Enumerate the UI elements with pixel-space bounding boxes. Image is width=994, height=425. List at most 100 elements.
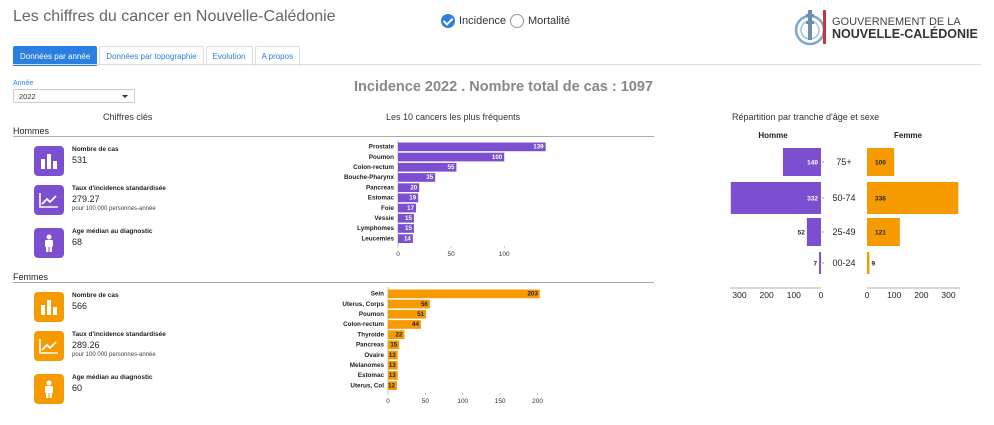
- incidence-label: Incidence: [459, 15, 507, 27]
- women-top10-bar: [388, 360, 398, 370]
- radio-unchecked-icon: [510, 14, 524, 28]
- women-top10-bar: [388, 320, 421, 329]
- men-top10-tick-label: 100: [499, 251, 510, 258]
- women-age-card: Age médian au diagnostic 60: [34, 374, 153, 404]
- logo-text: GOUVERNEMENT DE LA NOUVELLE-CALÉDONIE: [832, 16, 978, 41]
- men-age-label: Age médian au diagnostic: [72, 228, 153, 235]
- bar-chart-icon: [34, 292, 64, 322]
- tab-par-topographie[interactable]: Données par topographie: [99, 46, 204, 66]
- age-value-femme: 100: [875, 160, 886, 167]
- women-top10-bar: [388, 350, 398, 360]
- women-top10-value-label: 51: [417, 311, 424, 318]
- women-top10-bar: [388, 371, 398, 380]
- women-rate-value: 289.26: [72, 340, 100, 350]
- men-top10-category-label: Poumon: [369, 154, 394, 161]
- women-top10-value-label: 13: [389, 372, 396, 379]
- women-top10-category-label: Poumon: [359, 311, 384, 318]
- age-bar-femme: [867, 252, 870, 274]
- tab-par-annee[interactable]: Données par année: [13, 46, 98, 66]
- tab-divider: [13, 64, 981, 65]
- age-value-femme: 121: [875, 230, 886, 237]
- men-rate-value: 279.27: [72, 194, 100, 204]
- age-value-homme: 140: [807, 160, 818, 167]
- age-tick-label-femme: 200: [914, 290, 928, 300]
- person-icon: [34, 228, 64, 258]
- women-top10-bar: [388, 309, 427, 319]
- women-top10-value-label: 12: [388, 382, 395, 389]
- men-top10-bar: [398, 162, 457, 172]
- age-bar-femme: [867, 218, 900, 246]
- women-age-label: Age médian au diagnostic: [72, 374, 153, 381]
- tab-evolution[interactable]: Evolution: [205, 46, 253, 66]
- men-top10-bar: [398, 142, 546, 152]
- year-label: Année: [13, 80, 34, 87]
- age-value-homme: 52: [798, 230, 806, 237]
- women-cases-value: 566: [72, 301, 88, 311]
- men-top10-category-label: Foie: [381, 205, 394, 212]
- women-rate-sub: pour 100 000 personnes-année: [72, 352, 156, 358]
- age-series-label: Femme: [894, 131, 923, 140]
- tab-a-propos[interactable]: A propos: [254, 46, 301, 66]
- men-age-card: Age médian au diagnostic 68: [34, 228, 153, 258]
- women-top10-bar: [388, 381, 397, 390]
- women-rate-card: Taux d'incidence standardisée 289.26 pour …: [34, 331, 166, 361]
- women-age-value: 60: [72, 383, 83, 393]
- men-top10-value-label: 20: [410, 184, 417, 191]
- women-top10-category-label: Uterus, Col: [350, 382, 384, 389]
- age-bar-homme: [782, 148, 821, 176]
- men-top10-value-label: 15: [405, 215, 412, 222]
- age-bar-homme: [806, 218, 821, 246]
- women-top10-tick-label: 50: [422, 398, 430, 405]
- government-logo: [794, 10, 826, 46]
- women-top10-value-label: 13: [389, 362, 396, 369]
- radio-checked-icon: [441, 14, 455, 28]
- women-top10-category-label: Sein: [371, 291, 384, 298]
- logo-line1: GOUVERNEMENT DE LA: [832, 16, 961, 28]
- mortalite-radio[interactable]: Mortalité: [510, 14, 570, 28]
- women-top10-value-label: 13: [389, 352, 396, 359]
- men-top10-bar: [398, 224, 414, 233]
- women-top10-category-label: Estomac: [358, 372, 385, 379]
- bar-chart-icon: [34, 146, 64, 176]
- men-top10-bar: [398, 234, 413, 243]
- women-top10-tick-label: 0: [386, 398, 390, 405]
- men-top10-bar: [398, 183, 420, 192]
- year-select[interactable]: 2022: [13, 89, 135, 103]
- logo-line2: NOUVELLE-CALÉDONIE: [832, 27, 978, 41]
- women-top10-category-label: Ovaire: [364, 352, 384, 359]
- men-cases-card: Nombre de cas 531: [34, 146, 119, 176]
- women-top10-category-label: Colon-rectum: [343, 321, 384, 328]
- men-top10-value-label: 55: [448, 164, 455, 171]
- age-bar-femme: [867, 148, 895, 176]
- women-top10-bar: [388, 289, 540, 299]
- age-bar-homme: [819, 252, 821, 274]
- age-tick-label-homme: 300: [732, 290, 746, 300]
- age-category-label: 50-74: [832, 193, 855, 203]
- men-top10-bar: [398, 203, 417, 213]
- women-top10-category-label: Pancreas: [356, 342, 385, 349]
- men-top10-value-label: 139: [533, 144, 544, 151]
- men-rate-card: Taux d'incidence standardisée 279.27 pour …: [34, 185, 166, 215]
- chevron-down-icon: [122, 95, 128, 98]
- men-top10-value-label: 15: [405, 225, 412, 232]
- men-top10-bar: [398, 173, 436, 182]
- age-category-label: 00-24: [832, 258, 855, 268]
- men-top10-category-label: Lymphomes: [357, 225, 394, 232]
- year-value: 2022: [19, 92, 36, 101]
- women-cases-label: Nombre de cas: [72, 292, 119, 299]
- age-bar-femme: [867, 182, 959, 214]
- age-tick-label-femme: 0: [865, 290, 870, 300]
- men-top10-value-label: 19: [409, 195, 416, 202]
- women-top10-value-label: 22: [396, 331, 403, 338]
- women-top10-tick-label: 200: [532, 398, 543, 405]
- women-rate-label: Taux d'incidence standardisée: [72, 331, 166, 338]
- women-top10-chart: Sein 203 Uterus, Corps 56 Poumon 51 Colon-rect…: [342, 287, 543, 405]
- incidence-radio[interactable]: Incidence: [441, 14, 506, 28]
- mortalite-label: Mortalité: [528, 15, 571, 27]
- men-rate-label: Taux d'incidence standardisée: [72, 185, 166, 192]
- men-cases-label: Nombre de cas: [72, 146, 119, 153]
- women-top10-bar: [388, 330, 405, 339]
- tab-bar: Données par année Données par topographi…: [13, 46, 301, 66]
- women-top10-bar: [388, 299, 430, 309]
- women-top10-bar: [388, 340, 400, 350]
